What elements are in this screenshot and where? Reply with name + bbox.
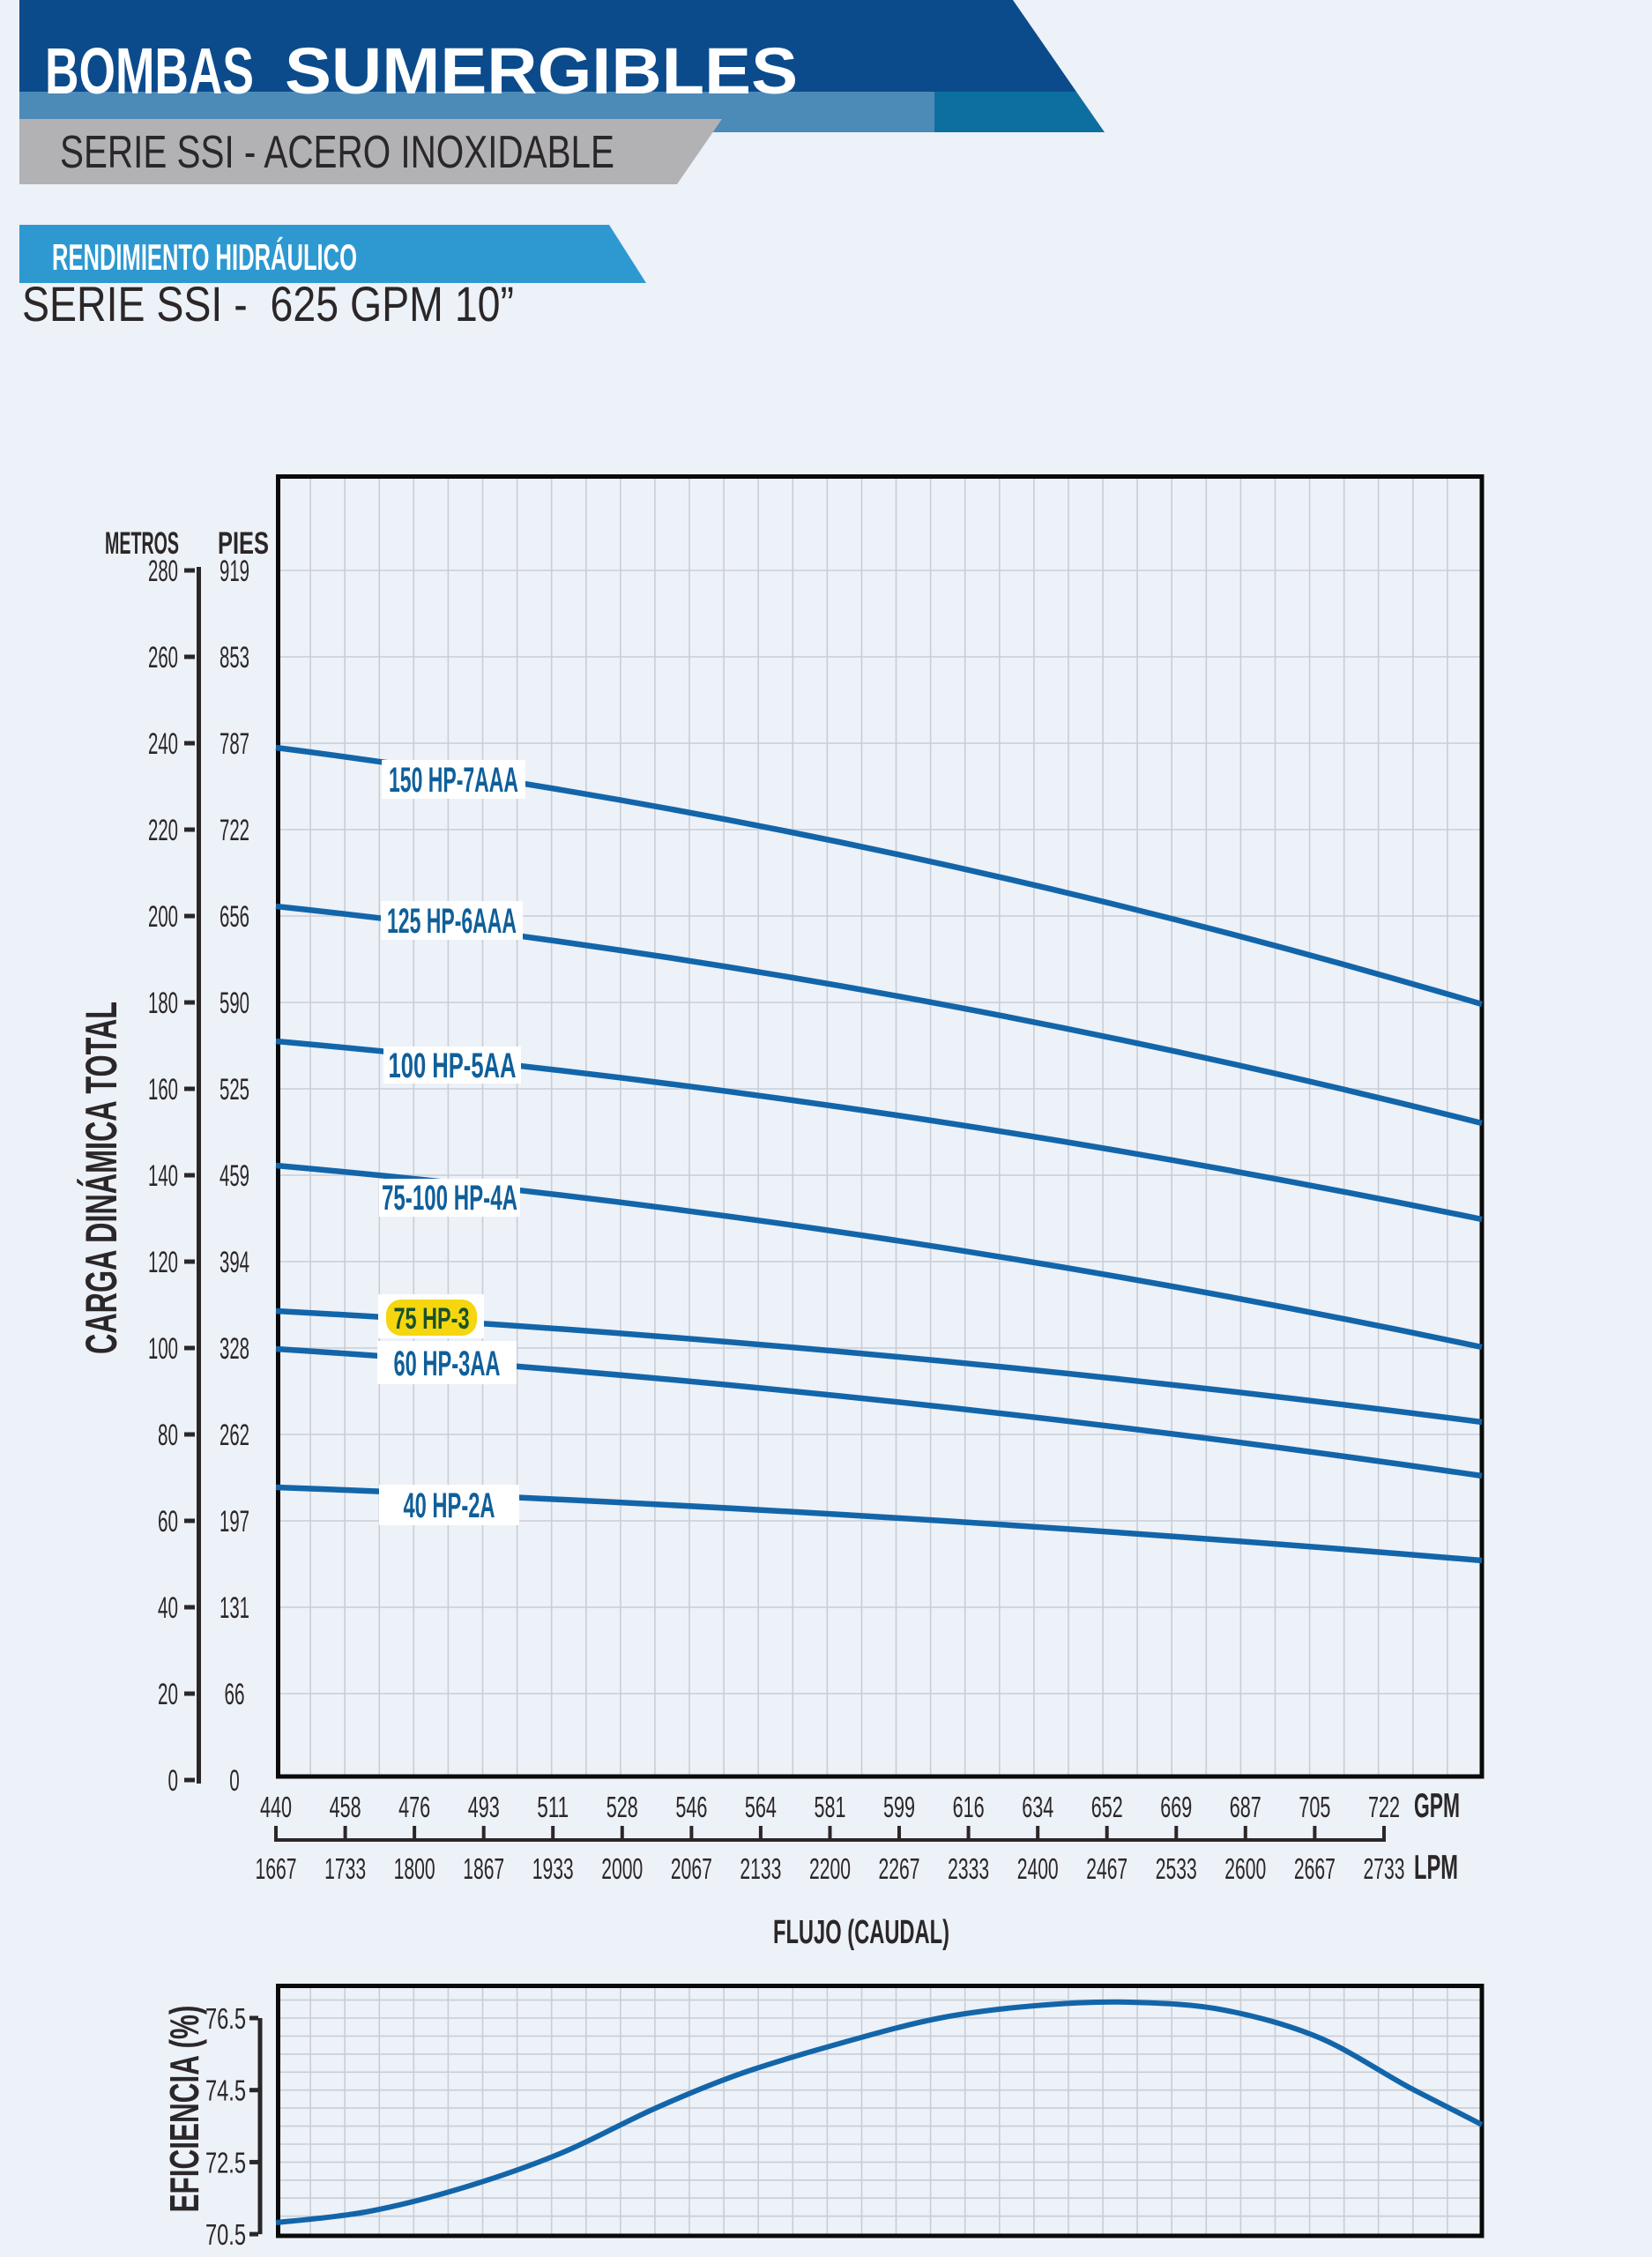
- svg-text:70.5: 70.5: [205, 2218, 246, 2251]
- svg-text:200: 200: [148, 900, 178, 934]
- svg-text:150 HP-7AAA: 150 HP-7AAA: [389, 761, 518, 800]
- svg-text:564: 564: [745, 1791, 777, 1823]
- svg-text:705: 705: [1299, 1791, 1330, 1823]
- svg-text:0: 0: [168, 1764, 179, 1798]
- svg-text:1933: 1933: [532, 1852, 574, 1885]
- svg-text:787: 787: [220, 727, 249, 761]
- svg-text:2067: 2067: [671, 1852, 712, 1885]
- svg-text:120: 120: [148, 1246, 178, 1279]
- svg-text:75-100 HP-4A: 75-100 HP-4A: [382, 1179, 517, 1218]
- svg-text:528: 528: [606, 1791, 638, 1823]
- svg-text:511: 511: [537, 1791, 569, 1823]
- svg-text:180: 180: [148, 987, 178, 1020]
- svg-text:SERIE SSI - 625 GPM 10”: SERIE SSI - 625 GPM 10”: [22, 276, 514, 331]
- svg-text:60 HP-3AA: 60 HP-3AA: [394, 1345, 501, 1383]
- svg-text:40 HP-2A: 40 HP-2A: [404, 1486, 495, 1525]
- svg-text:599: 599: [883, 1791, 915, 1823]
- svg-text:525: 525: [220, 1073, 249, 1106]
- svg-text:919: 919: [220, 555, 249, 588]
- svg-text:100 HP-5AA: 100 HP-5AA: [389, 1047, 517, 1085]
- svg-text:220: 220: [148, 814, 178, 847]
- svg-text:RENDIMIENTO HIDRÁULICO: RENDIMIENTO HIDRÁULICO: [52, 236, 357, 278]
- svg-text:458: 458: [330, 1791, 361, 1823]
- svg-text:459: 459: [220, 1159, 249, 1193]
- svg-text:634: 634: [1022, 1791, 1053, 1823]
- svg-text:72.5: 72.5: [205, 2146, 246, 2179]
- svg-text:240: 240: [148, 727, 178, 761]
- svg-text:125 HP-6AAA: 125 HP-6AAA: [387, 902, 517, 941]
- svg-text:493: 493: [468, 1791, 500, 1823]
- svg-text:280: 280: [148, 555, 178, 588]
- svg-text:131: 131: [220, 1591, 249, 1625]
- svg-text:687: 687: [1230, 1791, 1261, 1823]
- svg-text:GPM: GPM: [1414, 1787, 1460, 1825]
- svg-text:2133: 2133: [740, 1852, 781, 1885]
- svg-text:546: 546: [675, 1791, 707, 1823]
- svg-text:853: 853: [220, 641, 249, 674]
- svg-text:1867: 1867: [463, 1852, 504, 1885]
- svg-text:160: 160: [148, 1073, 178, 1106]
- svg-text:260: 260: [148, 641, 178, 674]
- svg-text:722: 722: [220, 814, 249, 847]
- svg-text:BOMBAS: BOMBAS: [45, 34, 254, 108]
- svg-text:1667: 1667: [256, 1852, 297, 1885]
- svg-text:581: 581: [815, 1791, 846, 1823]
- svg-text:80: 80: [158, 1419, 178, 1452]
- svg-text:590: 590: [220, 987, 249, 1020]
- svg-text:656: 656: [220, 900, 249, 934]
- svg-text:2667: 2667: [1294, 1852, 1336, 1885]
- svg-text:60: 60: [158, 1505, 178, 1538]
- svg-text:140: 140: [148, 1159, 178, 1193]
- svg-text:440: 440: [260, 1791, 292, 1823]
- svg-text:SERIE SSI - ACERO INOXIDABLE: SERIE SSI - ACERO INOXIDABLE: [60, 127, 614, 178]
- svg-text:0: 0: [229, 1764, 240, 1798]
- svg-text:2533: 2533: [1156, 1852, 1197, 1885]
- svg-text:2200: 2200: [809, 1852, 851, 1885]
- svg-text:2333: 2333: [948, 1852, 989, 1885]
- svg-text:722: 722: [1368, 1791, 1400, 1823]
- svg-text:SUMERGIBLES: SUMERGIBLES: [285, 34, 798, 108]
- svg-text:76.5: 76.5: [205, 2002, 246, 2035]
- svg-text:394: 394: [220, 1246, 249, 1279]
- svg-text:616: 616: [953, 1791, 985, 1823]
- svg-text:40: 40: [158, 1591, 178, 1625]
- svg-text:METROS: METROS: [105, 526, 179, 561]
- svg-text:FLUJO (CAUDAL): FLUJO (CAUDAL): [773, 1914, 949, 1951]
- svg-text:20: 20: [158, 1678, 178, 1711]
- svg-text:66: 66: [225, 1678, 245, 1711]
- svg-text:EFICIENCIA (%): EFICIENCIA (%): [161, 2006, 207, 2213]
- svg-text:669: 669: [1160, 1791, 1192, 1823]
- svg-text:2600: 2600: [1224, 1852, 1266, 1885]
- svg-text:LPM: LPM: [1414, 1849, 1458, 1887]
- svg-text:1733: 1733: [324, 1852, 366, 1885]
- svg-text:2267: 2267: [879, 1852, 920, 1885]
- svg-text:2400: 2400: [1017, 1852, 1059, 1885]
- svg-text:74.5: 74.5: [205, 2075, 246, 2107]
- svg-text:2000: 2000: [601, 1852, 643, 1885]
- svg-text:2467: 2467: [1086, 1852, 1127, 1885]
- svg-text:100: 100: [148, 1332, 178, 1366]
- svg-text:PIES: PIES: [218, 526, 269, 561]
- svg-text:652: 652: [1091, 1791, 1123, 1823]
- svg-text:197: 197: [220, 1505, 249, 1538]
- svg-text:262: 262: [220, 1419, 249, 1452]
- svg-text:1800: 1800: [394, 1852, 435, 1885]
- svg-text:328: 328: [220, 1332, 249, 1366]
- svg-text:CARGA DINÁMICA TOTAL: CARGA DINÁMICA TOTAL: [77, 1002, 126, 1354]
- svg-text:2733: 2733: [1364, 1852, 1405, 1885]
- svg-text:75 HP-3: 75 HP-3: [394, 1302, 470, 1336]
- svg-text:476: 476: [398, 1791, 430, 1823]
